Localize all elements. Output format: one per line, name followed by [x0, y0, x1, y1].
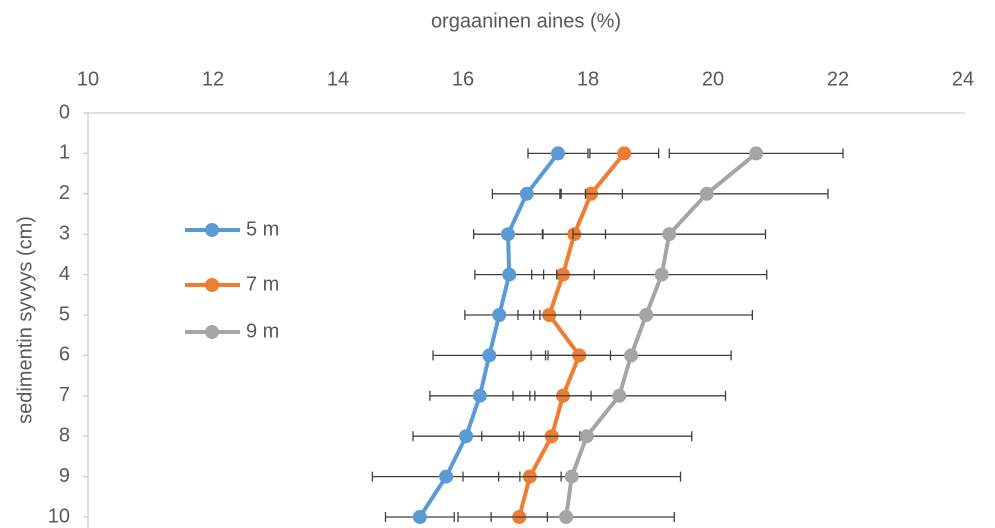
y-tick-label: 10 [48, 505, 70, 527]
chart-title: orgaaninen aines (%) [431, 10, 621, 32]
legend-marker [205, 325, 219, 339]
y-tick-label: 6 [59, 344, 70, 366]
data-point [654, 267, 669, 282]
x-tick-label: 22 [827, 68, 849, 90]
y-tick-label: 0 [59, 101, 70, 123]
data-point [559, 510, 574, 524]
data-point [639, 308, 654, 322]
data-point [662, 227, 677, 242]
x-tick-label: 16 [452, 68, 474, 90]
series-line [517, 152, 626, 518]
data-point [519, 186, 534, 201]
y-tick-label: 5 [59, 303, 70, 325]
series-line [564, 151, 758, 518]
data-point [472, 388, 487, 403]
y-tick-label: 8 [59, 424, 70, 446]
y-axis-title: sedimentin syvyys (cm) [14, 216, 36, 424]
x-tick-label: 12 [202, 68, 224, 90]
data-point [501, 227, 515, 242]
x-tick-label: 18 [577, 68, 599, 90]
data-point [617, 146, 632, 161]
y-tick-label: 2 [59, 182, 70, 204]
series-line [418, 152, 560, 519]
data-point [749, 146, 764, 161]
x-tick-label: 20 [702, 68, 724, 90]
data-point [459, 429, 474, 444]
x-tick-label: 14 [327, 68, 349, 90]
legend-marker [205, 278, 219, 292]
data-point [612, 388, 627, 403]
y-tick-label: 9 [59, 465, 70, 487]
data-point [502, 267, 517, 282]
legend-marker [205, 223, 219, 237]
y-tick-label: 7 [59, 384, 70, 406]
data-point [482, 348, 497, 363]
y-tick-label: 3 [59, 222, 70, 244]
legend-label: 9 m [246, 320, 279, 342]
data-point [579, 429, 594, 444]
data-point [551, 146, 565, 161]
legend-label: 5 m [246, 218, 279, 240]
y-tick-label: 1 [59, 142, 70, 164]
x-tick-label: 10 [77, 68, 99, 90]
data-point [699, 186, 714, 201]
data-point [624, 348, 639, 363]
y-tick-label: 4 [59, 263, 70, 285]
data-point [439, 469, 454, 484]
legend-label: 7 m [246, 273, 279, 295]
data-point [492, 308, 507, 322]
data-point [412, 510, 427, 524]
data-point [564, 469, 579, 484]
x-tick-label: 24 [952, 68, 974, 90]
